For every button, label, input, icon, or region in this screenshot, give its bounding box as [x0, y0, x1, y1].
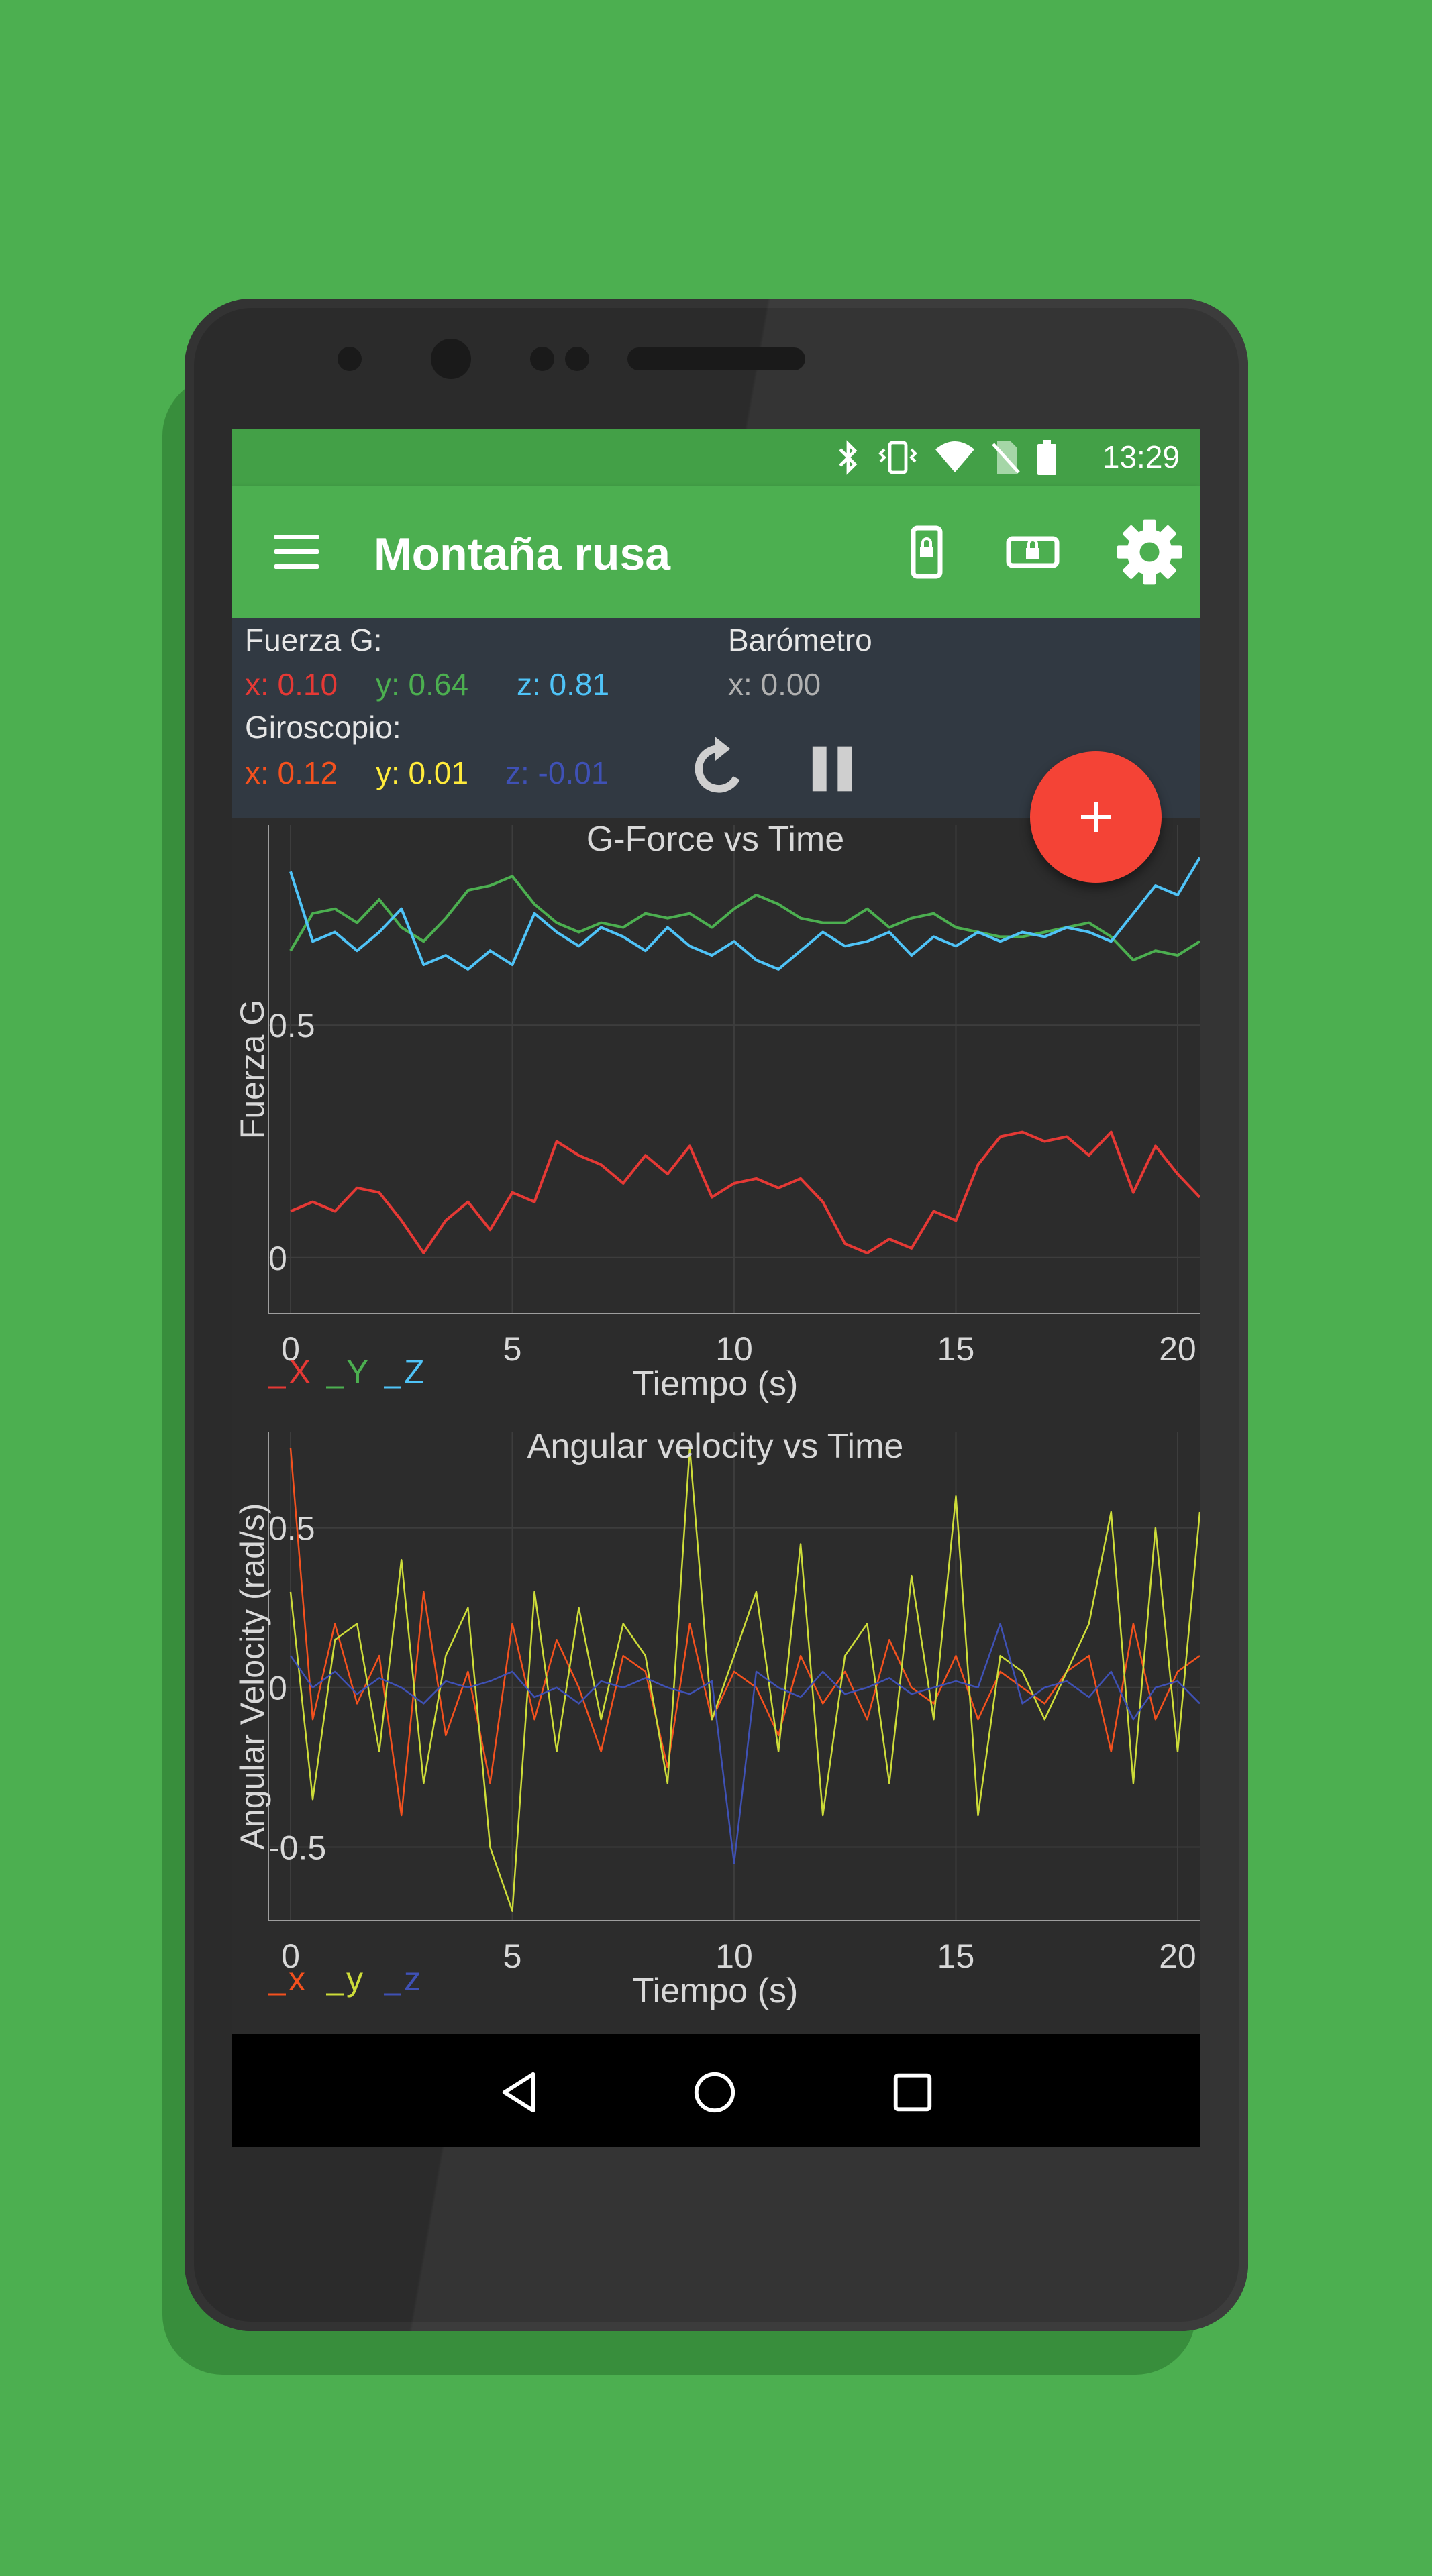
plus-icon — [1081, 802, 1111, 832]
gyro-y-tick-label: 0.5 — [268, 1510, 315, 1548]
gforce-z-value: z: 0.81 — [517, 667, 610, 702]
gyro-x-tick-label: 15 — [937, 1937, 975, 1975]
battery-icon — [1037, 440, 1056, 475]
bluetooth-icon — [839, 440, 858, 475]
earpiece — [627, 347, 805, 370]
home-icon[interactable] — [691, 2069, 738, 2116]
barometer-x-value: x: 0.00 — [728, 667, 821, 702]
gforce-x-tick-label: 0 — [281, 1330, 300, 1368]
app-toolbar: Montaña rusa — [232, 486, 1200, 618]
gyro-y-tick-label: -0.5 — [268, 1829, 326, 1867]
reset-icon[interactable] — [681, 732, 755, 806]
system-nav-bar — [232, 2034, 1200, 2147]
gforce-legend-item: X — [289, 1353, 311, 1391]
gyro-series-x-line — [289, 1448, 1200, 1817]
gforce-legend-item: Y — [346, 1353, 368, 1391]
gforce-title: G-Force vs Time — [586, 820, 844, 859]
gyro-title: Angular velocity vs Time — [527, 1427, 904, 1466]
gyro-x-tick-label: 0 — [281, 1937, 300, 1975]
hamburger-menu-icon[interactable] — [274, 535, 319, 570]
gforce-y-axis-label: Fuerza G — [234, 1000, 271, 1139]
status-time: 13:29 — [1102, 439, 1180, 474]
gforce-series-Z-line — [289, 857, 1200, 971]
portrait-lock-icon[interactable] — [894, 520, 959, 584]
gyro-y-value: y: 0.01 — [376, 755, 469, 790]
gyroscope-label: Giroscopio: — [245, 710, 401, 745]
gyro-z-value: z: -0.01 — [505, 755, 609, 790]
landscape-lock-icon[interactable] — [1001, 520, 1065, 584]
sensor-dot — [338, 347, 362, 371]
status-bar: 13:29 — [232, 429, 1200, 486]
gforce-chart: 0 5 10 15 20 0 0.5 G-Force vs Time Tiempo (s) Fue… — [234, 820, 1200, 1403]
vibrate-icon — [878, 441, 917, 474]
no-sim-icon — [992, 441, 1020, 474]
gyro-series-z-line — [289, 1623, 1200, 1864]
angular-velocity-chart: 0 5 10 15 20 -0.5 0 0.5 Angular velocity vs Time… — [234, 1427, 1200, 2010]
gforce-legend-item: Z — [404, 1353, 425, 1391]
gforce-y-tick-label: 0.5 — [268, 1007, 315, 1044]
gyro-y-tick-label: 0 — [268, 1670, 287, 1707]
barometer-label: Barómetro — [728, 623, 872, 657]
gforce-label: Fuerza G: — [245, 623, 382, 657]
gyro-x-tick-label: 5 — [503, 1937, 522, 1975]
gyro-x-tick-label: 20 — [1159, 1937, 1196, 1975]
pause-icon[interactable] — [799, 735, 866, 802]
gyro-x-tick-label: 10 — [715, 1937, 753, 1975]
gforce-x-value: x: 0.10 — [245, 667, 338, 702]
gforce-y-tick-label: 0 — [268, 1240, 287, 1277]
wifi-icon — [935, 441, 974, 472]
screen: 13:29 Montaña rusa Fuerza G: x: 0.10 y: … — [232, 429, 1200, 2147]
gforce-x-tick-label: 15 — [937, 1330, 975, 1368]
settings-gear-icon[interactable] — [1111, 513, 1188, 591]
gyro-y-axis-label: Angular Velocity (rad/s) — [234, 1503, 271, 1850]
add-fab-button[interactable] — [1030, 751, 1162, 883]
page-title: Montaña rusa — [374, 529, 671, 580]
gforce-series-X-line — [290, 1130, 1200, 1254]
gyro-x-axis-label: Tiempo (s) — [633, 1972, 799, 2010]
gyro-legend-item: z — [404, 1960, 421, 1998]
gyro-legend-item: x — [289, 1960, 305, 1998]
gforce-series-Y-line — [289, 875, 1200, 962]
gyro-series-y-line — [289, 1447, 1200, 1912]
gyro-legend-item: y — [346, 1960, 363, 1998]
gforce-x-tick-label: 5 — [503, 1330, 522, 1368]
front-camera — [431, 339, 471, 379]
recents-icon[interactable] — [889, 2069, 936, 2116]
back-icon[interactable] — [497, 2069, 544, 2116]
gforce-x-axis-label: Tiempo (s) — [633, 1364, 799, 1403]
gyro-x-value: x: 0.12 — [245, 755, 338, 790]
gforce-x-tick-label: 20 — [1159, 1330, 1196, 1368]
gforce-x-tick-label: 10 — [715, 1330, 753, 1368]
sensor-dot — [530, 347, 554, 371]
gforce-y-value: y: 0.64 — [376, 667, 469, 702]
sensor-dot — [565, 347, 589, 371]
